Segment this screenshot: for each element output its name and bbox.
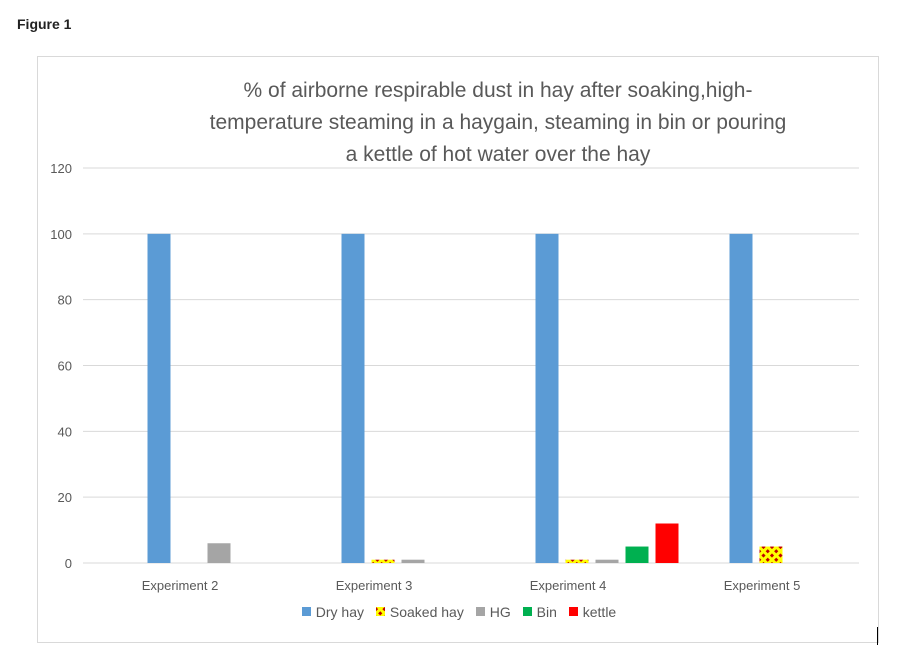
x-tick-label: Experiment 5 — [724, 578, 801, 593]
legend-swatch-dry-hay — [301, 607, 311, 616]
legend-item-dry-hay: Dry hay — [301, 603, 364, 620]
legend-label-dry-hay: Dry hay — [315, 603, 364, 620]
y-tick-label: 20 — [58, 490, 72, 505]
y-tick-label: 60 — [58, 359, 72, 374]
bar-hg-cat-3 — [595, 559, 619, 563]
y-tick-label: 80 — [58, 293, 72, 308]
legend-item-soaked-hay: Soaked hay — [375, 603, 464, 620]
bar-dry-hay-cat-4 — [729, 233, 753, 564]
legend-item-kettle: kettle — [568, 603, 617, 620]
bar-dry-hay-cat-2 — [341, 233, 365, 564]
legend-label-kettle: kettle — [582, 603, 617, 620]
legend-swatch-soaked-hay — [375, 607, 385, 616]
chart-title-line-3: a kettle of hot water over the hay — [345, 143, 651, 166]
legend-swatch-kettle — [568, 607, 578, 616]
legend-label-soaked-hay: Soaked hay — [389, 603, 464, 620]
x-tick-label: Experiment 4 — [530, 578, 607, 593]
legend-item-hg: HG — [475, 603, 511, 620]
bar-hg-cat-2 — [401, 559, 425, 563]
legend-swatch-bin — [522, 607, 532, 616]
chart-legend: Dry hay Soaked hay HG Bin kettle — [38, 603, 880, 620]
chart-title-line-1: % of airborne respirable dust in hay aft… — [243, 79, 753, 102]
bar-chart-plot: 0 20 40 60 80 100 120 Experiment 2 Experiment 3 E… — [50, 161, 859, 593]
chart-title: % of airborne respirable dust in hay aft… — [178, 75, 818, 171]
bar-soaked-hay-cat-2 — [371, 559, 395, 563]
text-cursor-mark — [877, 627, 878, 645]
y-tick-label: 0 — [65, 556, 72, 571]
bar-hg-cat-1 — [207, 543, 231, 563]
bar-dry-hay-cat-1 — [147, 233, 171, 564]
chart-area: 0 20 40 60 80 100 120 Experiment 2 Experiment 3 E… — [37, 56, 879, 643]
y-tick-label: 100 — [50, 227, 72, 242]
bar-soaked-hay-cat-4 — [759, 546, 783, 563]
legend-label-hg: HG — [489, 603, 511, 620]
bar-bin-cat-3 — [625, 546, 649, 563]
legend-swatch-hg — [475, 607, 485, 616]
bar-dry-hay-cat-3 — [535, 233, 559, 564]
legend-label-bin: Bin — [536, 603, 557, 620]
chart-title-line-2: temperature steaming in a haygain, steam… — [209, 111, 787, 134]
y-tick-label: 40 — [58, 424, 72, 439]
figure-label: Figure 1 — [17, 16, 72, 32]
legend-item-bin: Bin — [522, 603, 557, 620]
x-tick-label: Experiment 3 — [336, 578, 413, 593]
bar-soaked-hay-cat-3 — [565, 559, 589, 563]
y-tick-label: 120 — [50, 161, 72, 176]
x-tick-label: Experiment 2 — [142, 578, 219, 593]
bar-kettle-cat-3 — [655, 523, 679, 563]
